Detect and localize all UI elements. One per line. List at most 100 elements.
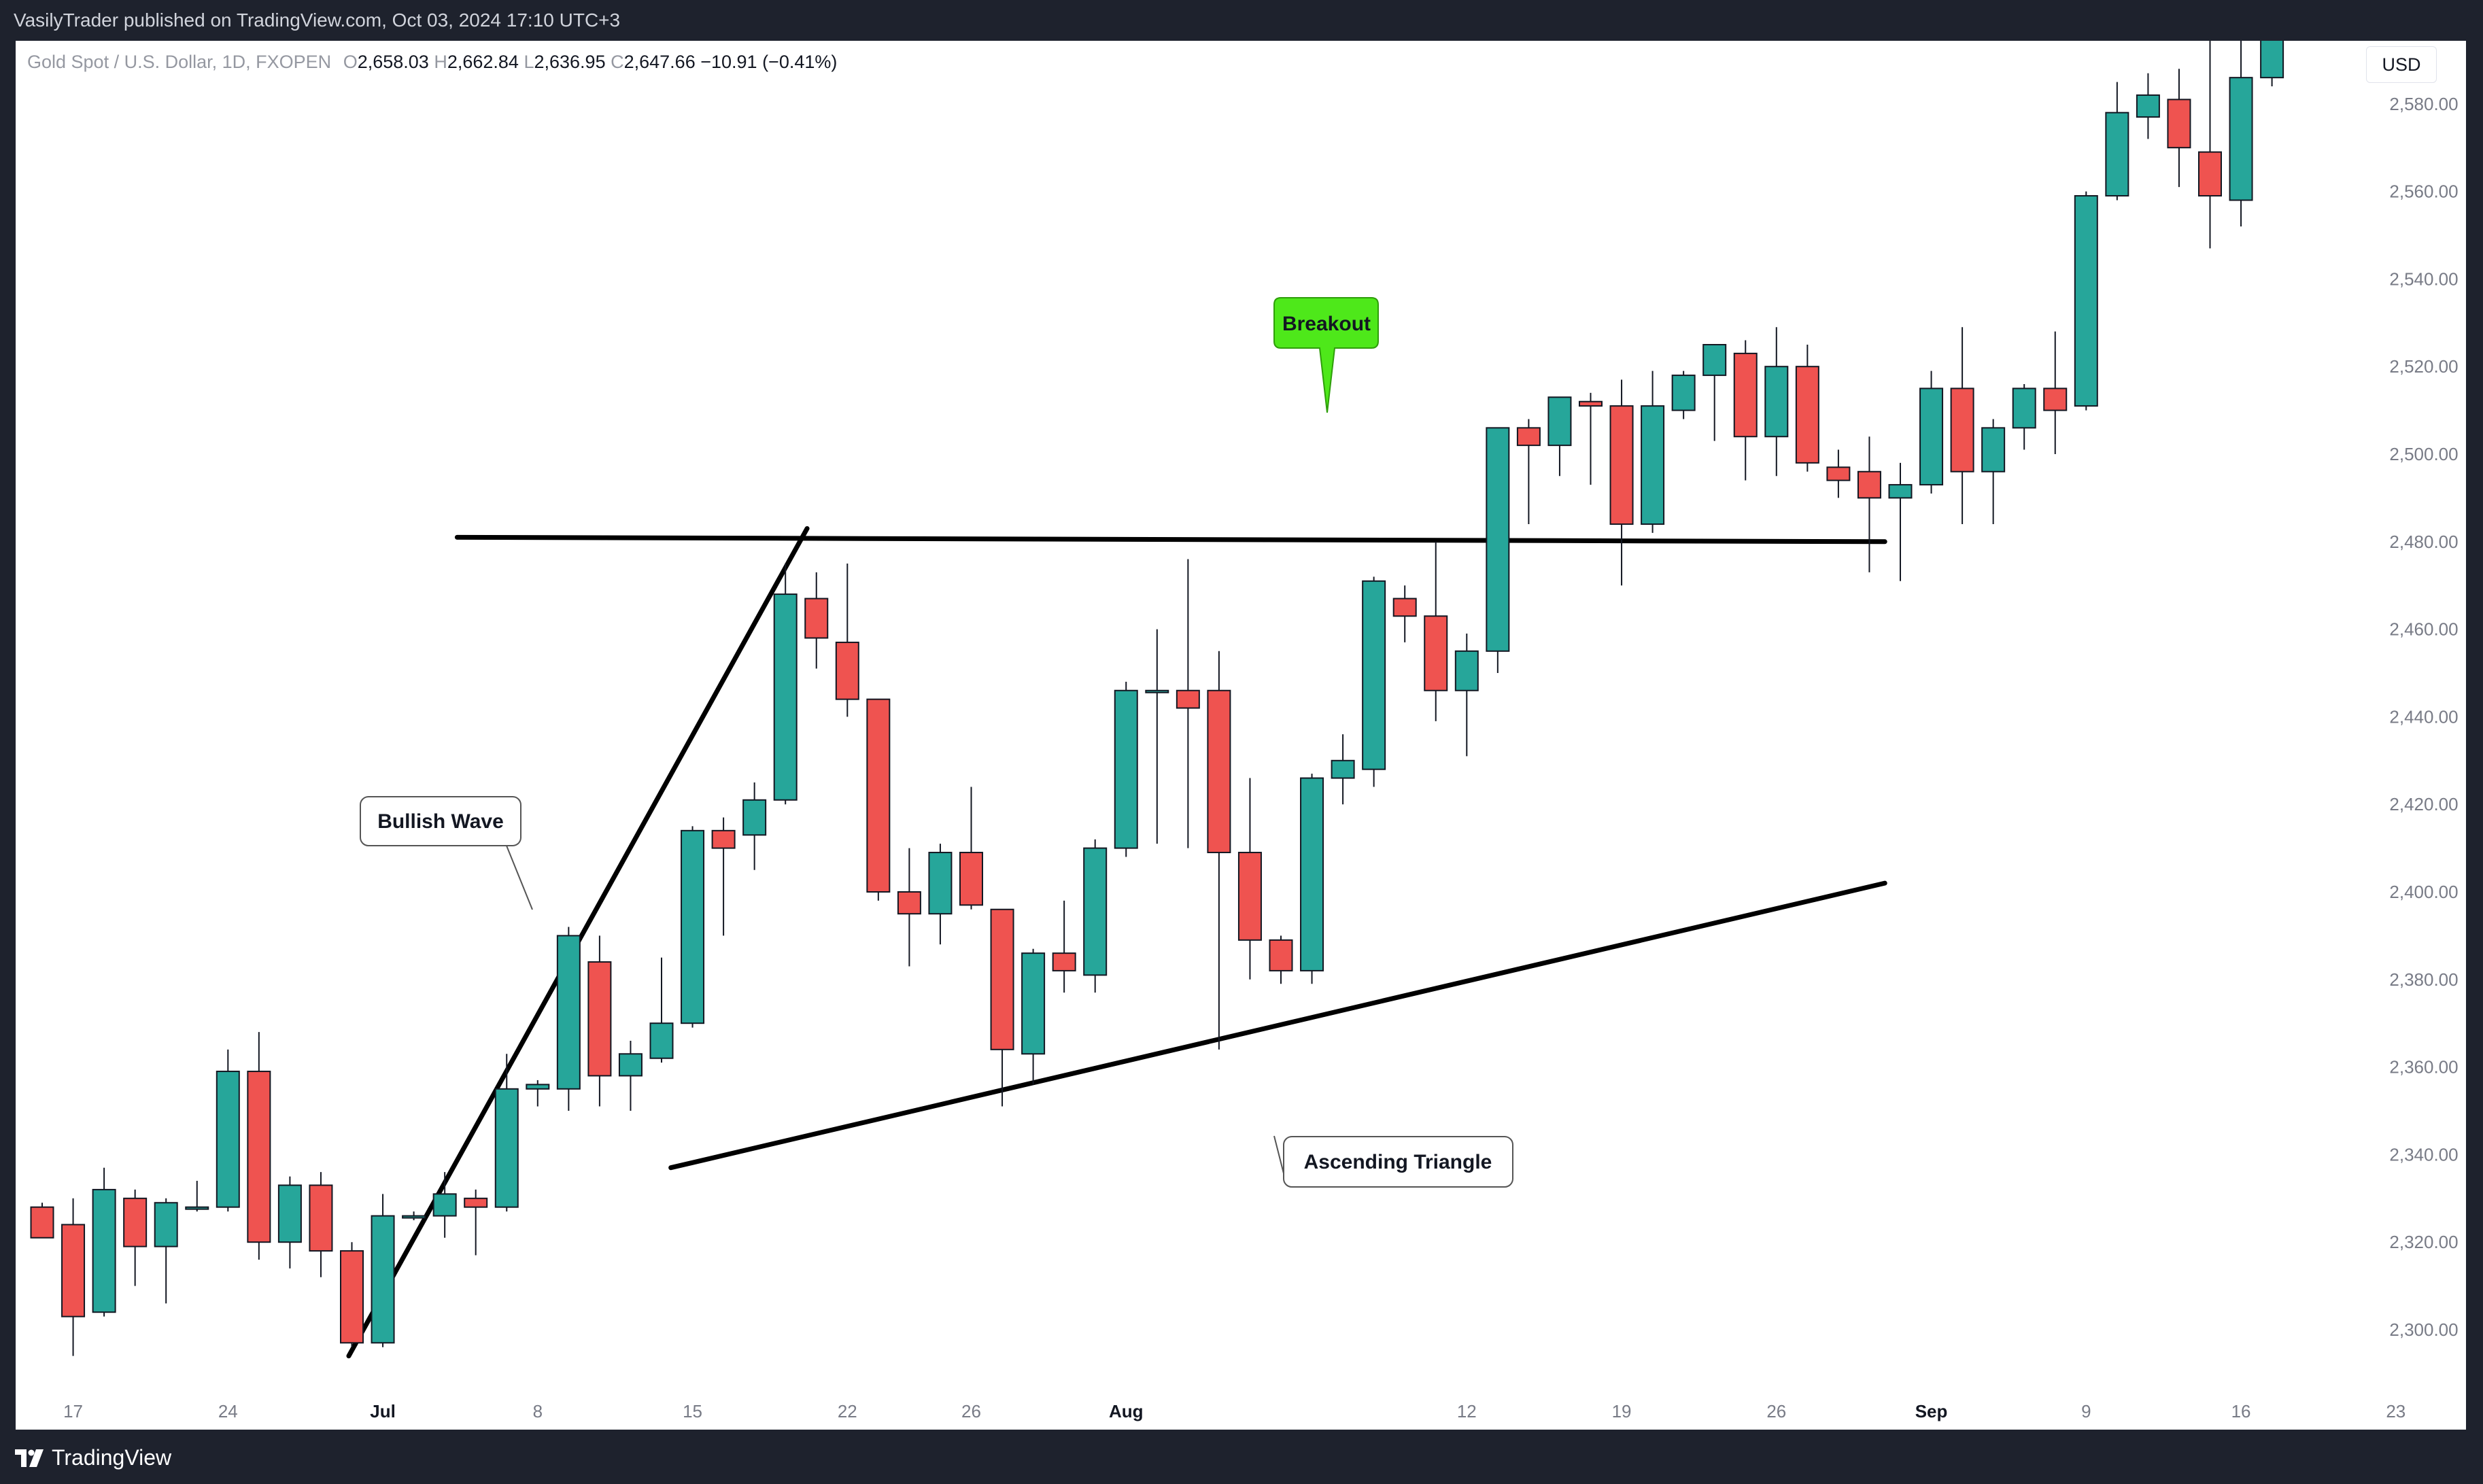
candle-body [2229,77,2253,201]
candle [2198,41,2222,249]
low-label: L [524,52,534,72]
candle [1176,559,1200,848]
resistance-line [454,534,1887,545]
time-tick-label: 19 [1612,1401,1632,1421]
candle-body [804,598,829,639]
candle-body [711,829,736,849]
candle-body [1454,650,1479,691]
candle-body [835,641,859,700]
candle-body [371,1215,395,1344]
candle [804,572,829,669]
price-axis[interactable]: 2,300.00 2,320.00 2,340.00 2,360.00 2,380.00… [2375,41,2466,1430]
high-label: H [434,52,447,72]
symbol-legend: Gold Spot / U.S. Dollar, 1D, FXOPEN O2,6… [27,52,837,73]
candle [866,698,891,901]
candle-body [494,1088,519,1208]
candle [2229,41,2253,227]
candle [1547,396,1572,477]
candle-body [309,1184,333,1252]
ascending-triangle-callout: Ascending Triangle [1273,1135,1513,1188]
candle-body [1424,615,1448,691]
candle [185,1181,209,1212]
candle [526,1080,550,1107]
candles-layer [30,41,2284,1356]
candle-body [1176,689,1200,709]
candle [1671,370,1696,419]
candle-body [1021,952,1046,1055]
price-tick-label: 2,320.00 [2389,1232,2458,1252]
candle [1826,449,1851,498]
bullish-wave-pointer [506,845,533,910]
candle [1702,344,1727,441]
footer-brand[interactable]: TradingView [15,1445,171,1470]
price-tick-label: 2,480.00 [2389,532,2458,552]
candle-body [154,1202,178,1247]
candle-body [216,1071,240,1208]
candle-body [185,1206,209,1210]
candlestick-chart[interactable]: Bullish Wave Breakout Ascending Triangle 2… [16,41,2466,1430]
candle-body [990,908,1014,1050]
candle-body [1795,366,1819,464]
price-tick-label: 2,300.00 [2389,1319,2458,1340]
candle-body [1300,777,1324,971]
candle-body [1981,427,2006,472]
candle [742,782,767,870]
candle-body [1641,405,1665,525]
symbol-name: Gold Spot / U.S. Dollar, 1D, FXOPEN [27,52,332,72]
candle-body [556,935,581,1090]
high-value: 2,662.84 [447,52,519,72]
candle [1764,327,1789,477]
price-tick-label: 2,500.00 [2389,444,2458,464]
candle [1919,370,1944,494]
candle-body [1237,852,1262,941]
candle-body [1826,466,1851,481]
time-axis[interactable]: 17 24 Jul 8 15 22 26 Aug 12 19 26 Sep 9 16 23 [16,1373,2466,1430]
candle [1795,345,1819,472]
price-tick-label: 2,580.00 [2389,94,2458,114]
time-tick-label: 17 [63,1401,83,1421]
open-value: 2,658.03 [357,52,429,72]
candle [897,848,921,967]
candle-body [1609,405,1634,525]
price-tick-label: 2,460.00 [2389,619,2458,640]
candle-body [464,1197,488,1208]
candle-body [402,1215,426,1219]
candle [2260,41,2284,87]
candle-body [1919,387,1944,486]
candle [2167,69,2191,188]
candle-body [1269,939,1293,971]
candle-body [742,799,767,836]
publish-info: VasilyTrader published on TradingView.co… [14,10,621,31]
candle-body [2167,99,2191,149]
currency-selector[interactable]: USD [2366,46,2437,83]
candle-body [897,891,921,915]
candle [990,908,1014,1107]
candle [1269,935,1293,984]
candle-body [1950,387,1974,472]
price-tick-label: 2,360.00 [2389,1057,2458,1077]
candle [2012,383,2036,450]
candle-body [277,1184,302,1243]
price-tick-label: 2,520.00 [2389,356,2458,377]
open-label: O [343,52,358,72]
candle-body [618,1053,643,1077]
candle [649,957,674,1063]
candle [30,1203,54,1239]
ascending-triangle-box [1283,1136,1513,1188]
candle [123,1189,148,1286]
candle [618,1040,643,1111]
close-label: C [611,52,624,72]
tradingview-logo-icon [15,1449,44,1467]
candle [494,1054,519,1212]
price-tick-label: 2,540.00 [2389,269,2458,289]
candle-body [1052,952,1076,971]
candle [247,1032,271,1260]
time-tick-label: 26 [1766,1401,1786,1421]
chart-panel[interactable]: Bullish Wave Breakout Ascending Triangle 2… [16,41,2466,1430]
candle [277,1176,302,1269]
price-tick-label: 2,400.00 [2389,882,2458,902]
candle-body [928,852,953,915]
candle-body [1486,427,1510,652]
time-tick-label: 22 [838,1401,857,1421]
candle [587,935,612,1107]
